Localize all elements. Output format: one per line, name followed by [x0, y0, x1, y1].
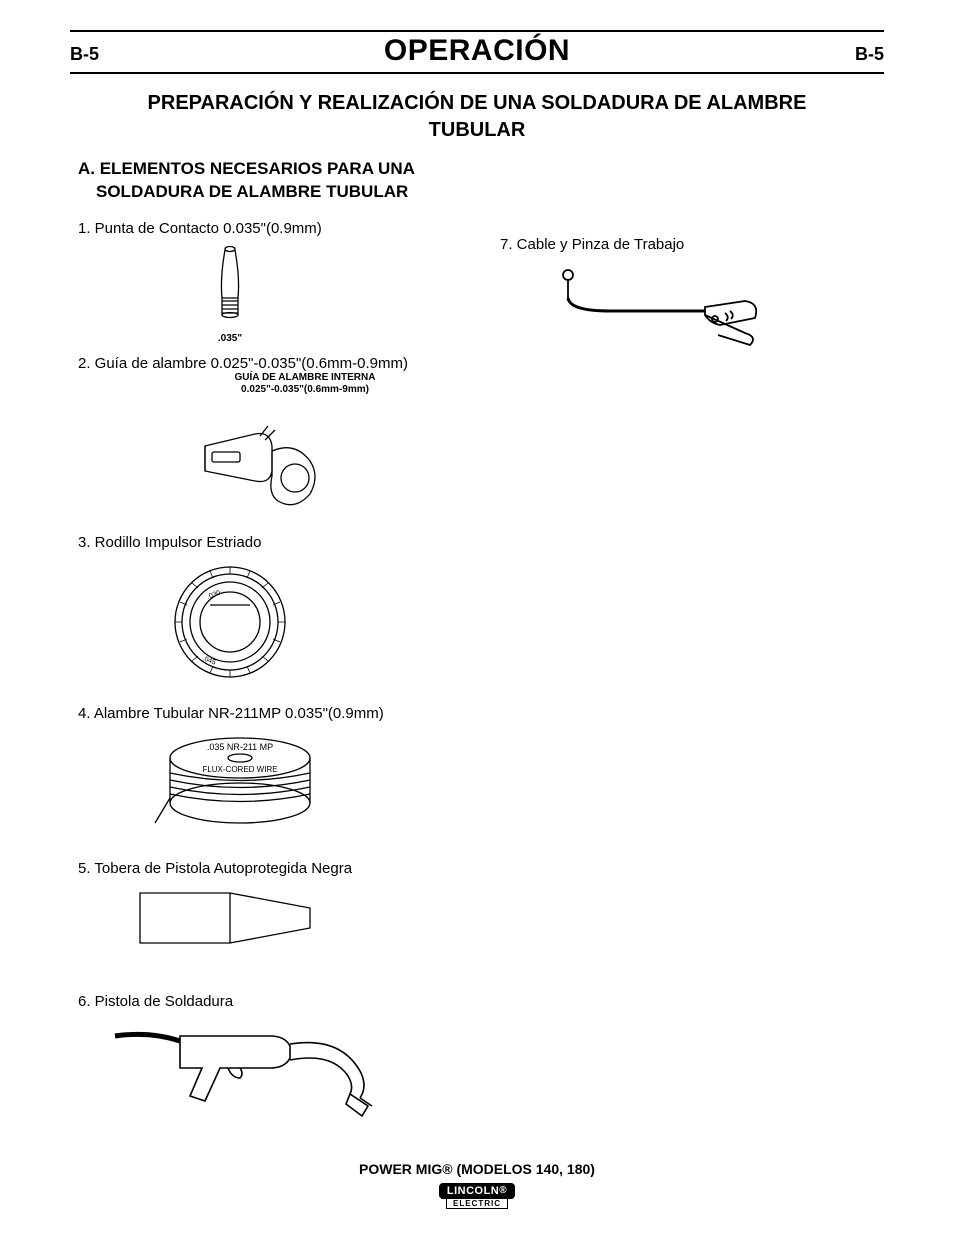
item-2-caption-a: GUÍA DE ALAMBRE INTERNA	[120, 372, 490, 384]
spool-label-top: .035 NR-211 MP	[207, 742, 273, 752]
item-2-caption-b: 0.025"-0.035"(0.6mm-9mm)	[120, 384, 490, 396]
item-6-text: 6. Pistola de Soldadura	[78, 993, 490, 1010]
brand-bottom: ELECTRIC	[446, 1198, 508, 1209]
page-code-right: B-5	[855, 44, 884, 65]
svg-text:.030: .030	[206, 589, 221, 600]
figure-wire-guide	[200, 416, 490, 516]
brand-reg-mark: ®	[499, 1185, 507, 1196]
contact-tip-caption: .035"	[200, 333, 260, 345]
work-clamp-icon	[550, 263, 770, 353]
column-left: 1. Punta de Contacto 0.035"(0.9mm) .035"…	[70, 214, 490, 1136]
item-2-text: 2. Guía de alambre 0.025"-0.035"(0.6mm-0…	[78, 355, 490, 372]
brand-badge: LINCOLN® ELECTRIC	[439, 1181, 515, 1209]
figure-welding-gun	[110, 1016, 490, 1126]
wire-guide-icon	[200, 416, 350, 516]
footer-model-line: POWER MIG® (MODELOS 140, 180)	[0, 1161, 954, 1177]
subheading: A. ELEMENTOS NECESARIOS PARA UNA SOLDADU…	[78, 158, 884, 204]
figure-work-clamp	[550, 263, 884, 353]
under-rule	[70, 72, 884, 74]
subheading-line1: A. ELEMENTOS NECESARIOS PARA UNA	[78, 159, 415, 178]
columns: 1. Punta de Contacto 0.035"(0.9mm) .035"…	[70, 214, 884, 1136]
contact-tip-icon	[200, 243, 260, 333]
welding-gun-icon	[110, 1016, 410, 1126]
item-5-text: 5. Tobera de Pistola Autoprotegida Negra	[78, 860, 490, 877]
footer: POWER MIG® (MODELOS 140, 180) LINCOLN® E…	[0, 1161, 954, 1211]
section-title-line2: TUBULAR	[429, 119, 526, 141]
figure-contact-tip: .035"	[200, 243, 490, 345]
page: B-5 OPERACIÓN B-5 PREPARACIÓN Y REALIZAC…	[0, 0, 954, 1235]
wire-spool-icon: .035 NR-211 MP FLUX-CORED WIRE	[150, 728, 330, 838]
section-title-line1: PREPARACIÓN Y REALIZACIÓN DE UNA SOLDADU…	[148, 92, 807, 114]
figure-wire-spool: .035 NR-211 MP FLUX-CORED WIRE	[150, 728, 490, 838]
top-rule	[70, 30, 884, 32]
item-7-text: 7. Cable y Pinza de Trabajo	[500, 236, 884, 253]
section-title: PREPARACIÓN Y REALIZACIÓN DE UNA SOLDADU…	[70, 90, 884, 144]
spool-label-bottom: FLUX-CORED WIRE	[202, 765, 277, 774]
figure-drive-roll: .030 .045	[160, 557, 490, 687]
item-3-text: 3. Rodillo Impulsor Estriado	[78, 534, 490, 551]
figure-nozzle	[130, 883, 490, 953]
subheading-line2: SOLDADURA DE ALAMBRE TUBULAR	[96, 181, 408, 204]
header-row: B-5 OPERACIÓN B-5	[70, 34, 884, 68]
brand-top: LINCOLN®	[439, 1183, 515, 1199]
page-code-left: B-5	[70, 44, 99, 65]
item-2-captions: GUÍA DE ALAMBRE INTERNA 0.025"-0.035"(0.…	[120, 372, 490, 396]
item-4-text: 4. Alambre Tubular NR-211MP 0.035"(0.9mm…	[78, 705, 490, 722]
nozzle-icon	[130, 883, 330, 953]
column-right: 7. Cable y Pinza de Trabajo	[490, 214, 884, 1136]
drive-roll-icon: .030 .045	[160, 557, 300, 687]
item-1-text: 1. Punta de Contacto 0.035"(0.9mm)	[78, 220, 490, 237]
chapter-title: OPERACIÓN	[384, 34, 570, 68]
brand-top-text: LINCOLN	[447, 1185, 499, 1197]
